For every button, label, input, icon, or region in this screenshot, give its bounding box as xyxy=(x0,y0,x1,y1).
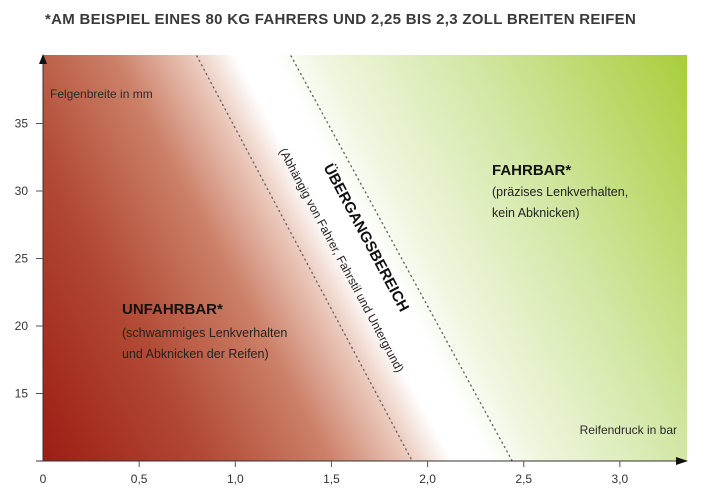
x-tick-label: 1,0 xyxy=(227,472,244,486)
region-fahrbar-line-1: (präzises Lenkverhalten, xyxy=(492,185,628,199)
region-unfahrbar-title: UNFAHRBAR* xyxy=(122,301,223,318)
x-tick-label: 1,5 xyxy=(323,472,340,486)
boundary-line-1 xyxy=(196,55,413,462)
y-tick-label: 30 xyxy=(15,184,29,198)
x-tick-label: 2,0 xyxy=(419,472,436,486)
region-unfahrbar-line-2: und Abknicken der Reifen) xyxy=(122,347,269,361)
region-fahrbar-line-2: kein Abknicken) xyxy=(492,206,580,220)
y-tick-label: 25 xyxy=(15,252,29,266)
x-tick-label: 3,0 xyxy=(612,472,629,486)
x-tick-label: 2,5 xyxy=(515,472,532,486)
x-tick-label: 0,5 xyxy=(131,472,148,486)
x-axis-arrow xyxy=(676,457,688,465)
y-tick-label: 15 xyxy=(15,387,29,401)
region-unfahrbar-line-1: (schwammiges Lenkverhalten xyxy=(122,326,287,340)
plot-background xyxy=(43,55,687,461)
x-axis-label: Reifendruck in bar xyxy=(580,423,677,437)
region-fahrbar-title: FAHRBAR* xyxy=(492,162,571,179)
chart-title: *AM BEISPIEL EINES 80 KG FAHRERS UND 2,2… xyxy=(45,11,636,28)
y-tick-label: 35 xyxy=(15,117,29,131)
y-axis-arrow xyxy=(39,54,47,64)
y-axis-label: Felgenbreite in mm xyxy=(50,87,153,101)
x-tick-label: 0 xyxy=(40,472,47,486)
y-tick-label: 20 xyxy=(15,319,29,333)
boundary-line-2 xyxy=(290,55,513,462)
